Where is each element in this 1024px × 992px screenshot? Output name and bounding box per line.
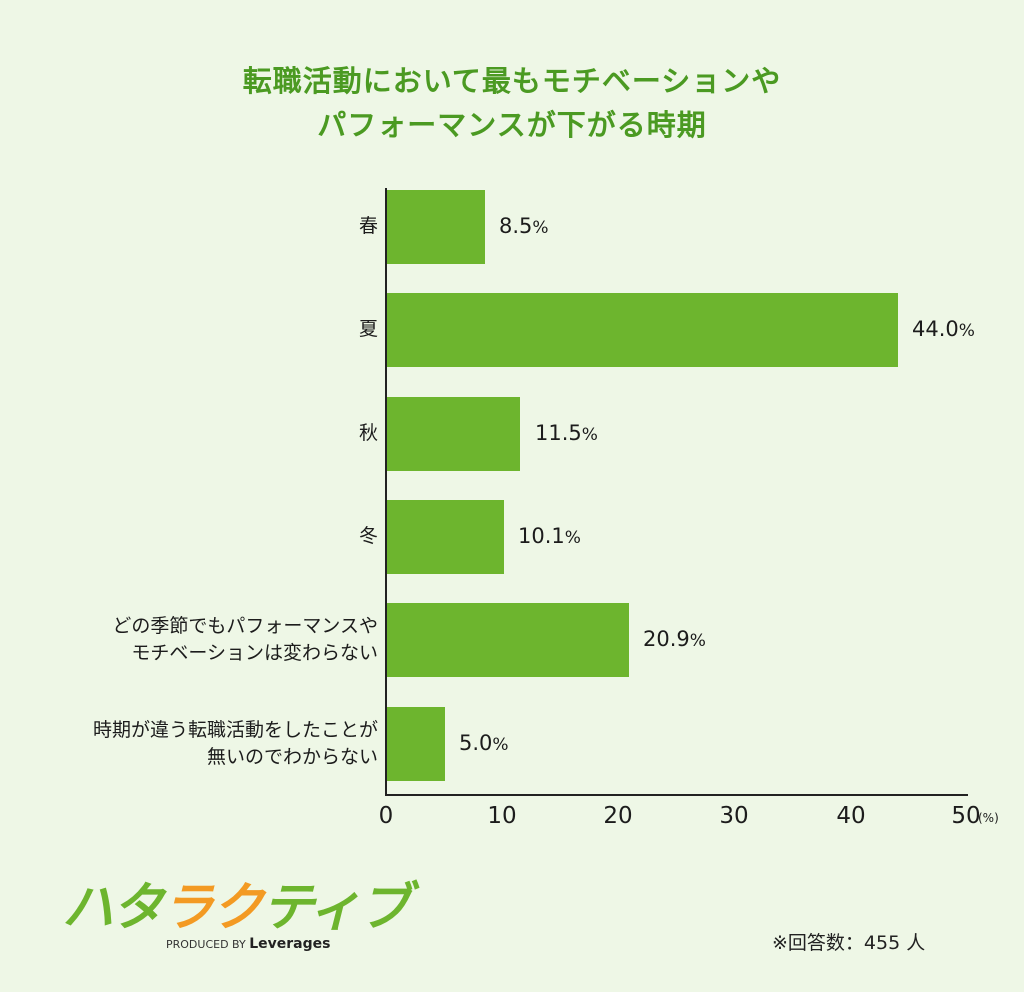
chart-title-line-2: パフォーマンスが下がる時期	[317, 108, 707, 142]
bar-winter	[387, 500, 504, 574]
category-label: 冬	[358, 525, 378, 547]
value-label: 8.5%	[499, 214, 549, 238]
y-axis-line	[385, 188, 387, 796]
category-label: 秋	[358, 422, 378, 444]
bar-unknown	[387, 707, 445, 781]
category-label: 時期が違う転職活動をしたことが 無いのでわからない	[92, 719, 378, 768]
x-tick-label: 40	[836, 803, 866, 829]
produced-by-label: PRODUCED BY Leverages	[166, 936, 331, 952]
x-tick-label: 20	[603, 803, 633, 829]
x-tick-label: 50	[951, 803, 981, 829]
bar-summer	[387, 293, 898, 367]
bar-autumn	[387, 397, 520, 471]
chart-title-line-1: 転職活動において最もモチベーションや	[242, 64, 782, 98]
value-label: 44.0%	[912, 317, 975, 341]
value-label: 11.5%	[535, 421, 598, 445]
x-axis-unit: (%)	[978, 811, 999, 825]
respondent-count-note: ※回答数：455 人	[772, 932, 926, 954]
bar-no-change	[387, 603, 629, 677]
x-tick-label: 30	[719, 803, 749, 829]
value-label: 20.9%	[643, 627, 706, 651]
x-axis-line	[385, 794, 968, 796]
hataractive-logo: ハタラクティブ	[62, 878, 411, 938]
category-label: 夏	[358, 318, 378, 340]
x-tick-label: 10	[487, 803, 517, 829]
value-label: 10.1%	[518, 524, 581, 548]
bar-spring	[387, 190, 485, 264]
x-tick-label: 0	[378, 803, 394, 829]
value-label: 5.0%	[459, 731, 509, 755]
category-label: どの季節でもパフォーマンスや モチベーションは変わらない	[112, 615, 378, 664]
category-label: 春	[358, 215, 378, 237]
